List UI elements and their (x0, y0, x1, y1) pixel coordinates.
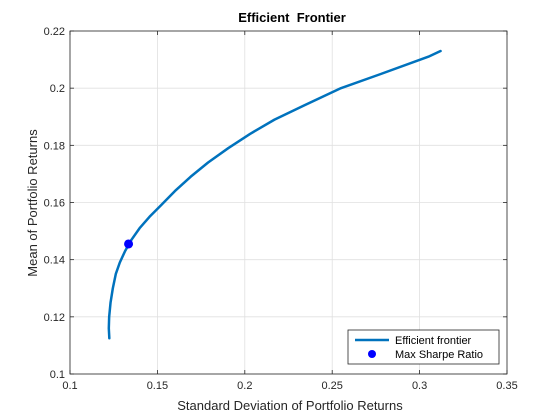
legend-label-efficient-frontier: Efficient frontier (395, 335, 472, 347)
y-tick-label: 0.22 (44, 26, 65, 38)
efficient-frontier-line (107, 49, 442, 340)
legend-label-max-sharpe-ratio: Max Sharpe Ratio (395, 349, 483, 361)
y-tick-label: 0.2 (50, 83, 65, 95)
series-max-sharpe-ratio (124, 239, 134, 249)
x-tick-labels: 0.1 0.15 0.2 0.25 0.3 0.35 (62, 380, 517, 392)
x-axis-label: Standard Deviation of Portfolio Returns (177, 398, 403, 413)
chart-title: Efficient Frontier (238, 10, 346, 25)
x-tick-label: 0.35 (496, 380, 517, 392)
y-tick-labels: 0.1 0.12 0.14 0.16 0.18 0.2 0.22 (44, 26, 65, 381)
series-efficient-frontier (107, 49, 442, 340)
x-tick-label: 0.1 (62, 380, 77, 392)
y-tick-label: 0.12 (44, 312, 65, 324)
y-tick-label: 0.18 (44, 140, 65, 152)
legend-box (347, 329, 500, 365)
legend-swatch-max-sharpe-ratio (368, 350, 376, 358)
legend: Efficient frontier Max Sharpe Ratio (347, 329, 500, 365)
axis-ticks (69, 30, 508, 375)
max-sharpe-ratio-point (124, 239, 134, 249)
y-tick-label: 0.1 (50, 369, 65, 381)
x-tick-label: 0.15 (147, 380, 168, 392)
x-tick-label: 0.25 (321, 380, 342, 392)
y-axis-label: Mean of Portfolio Returns (25, 129, 40, 277)
y-tick-label: 0.16 (44, 198, 65, 210)
y-tick-label: 0.14 (44, 255, 65, 267)
x-tick-label: 0.2 (237, 380, 252, 392)
x-tick-label: 0.3 (412, 380, 427, 392)
